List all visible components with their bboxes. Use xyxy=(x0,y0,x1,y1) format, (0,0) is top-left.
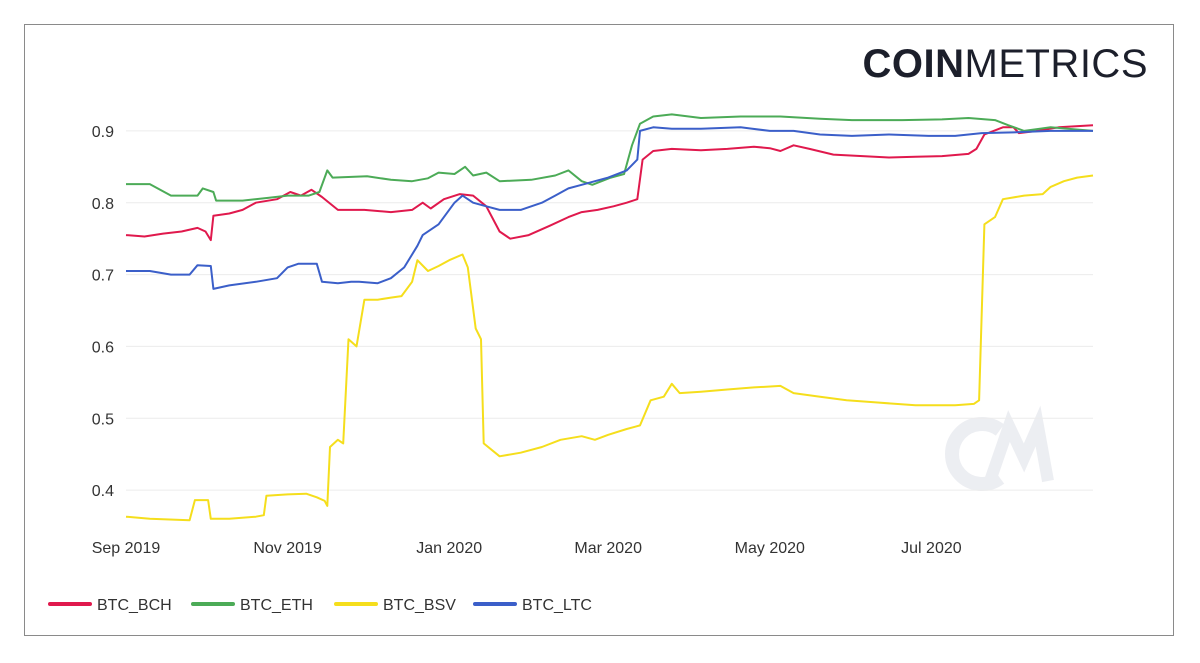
y-tick-label: 0.5 xyxy=(92,411,114,428)
watermark-c-shape xyxy=(945,417,1005,491)
y-gridlines xyxy=(126,130,1093,491)
coinmetrics-logo: COINMETRICS xyxy=(863,44,1149,84)
legend-label: BTC_LTC xyxy=(522,597,592,614)
y-tick-label: 0.9 xyxy=(92,124,114,141)
x-tick-label: Nov 2019 xyxy=(253,540,322,557)
legend-label: BTC_BSV xyxy=(383,597,456,614)
y-tick-label: 0.8 xyxy=(92,196,114,213)
y-tick-label: 0.4 xyxy=(92,483,114,500)
legend: BTC_BCH BTC_ETH BTC_BSV BTC_LTC xyxy=(48,597,592,614)
series-line-btc-ltc xyxy=(126,126,1093,290)
legend-item-btc-bsv[interactable]: BTC_BSV xyxy=(334,597,456,614)
chart-frame xyxy=(24,24,1174,636)
logo-light-text: METRICS xyxy=(964,42,1148,86)
x-tick-label: Jan 2020 xyxy=(416,540,482,557)
y-tick-labels: 0.4 0.5 0.6 0.7 0.8 0.9 xyxy=(92,124,114,500)
series-line-btc-bch xyxy=(125,124,1094,242)
legend-item-btc-eth[interactable]: BTC_ETH xyxy=(191,597,313,614)
x-tick-label: Mar 2020 xyxy=(574,540,642,557)
legend-label: BTC_BCH xyxy=(97,597,172,614)
watermark-m-shape xyxy=(984,405,1054,483)
watermark-cm-logo xyxy=(945,405,1054,491)
legend-item-btc-ltc[interactable]: BTC_LTC xyxy=(473,597,592,614)
x-tick-label: Jul 2020 xyxy=(901,540,962,557)
x-tick-label: May 2020 xyxy=(735,540,805,557)
x-tick-label: Sep 2019 xyxy=(92,540,161,557)
series-lines xyxy=(125,113,1094,522)
series-line-btc-eth xyxy=(126,113,1094,202)
logo-bold-text: COIN xyxy=(862,42,965,86)
legend-item-btc-bch[interactable]: BTC_BCH xyxy=(48,597,172,614)
y-tick-label: 0.6 xyxy=(92,339,114,356)
x-tick-labels: Sep 2019 Nov 2019 Jan 2020 Mar 2020 May 2020… xyxy=(92,540,962,557)
y-tick-label: 0.7 xyxy=(92,268,114,285)
series-line-btc-bsv xyxy=(125,174,1094,522)
legend-label: BTC_ETH xyxy=(240,597,313,614)
